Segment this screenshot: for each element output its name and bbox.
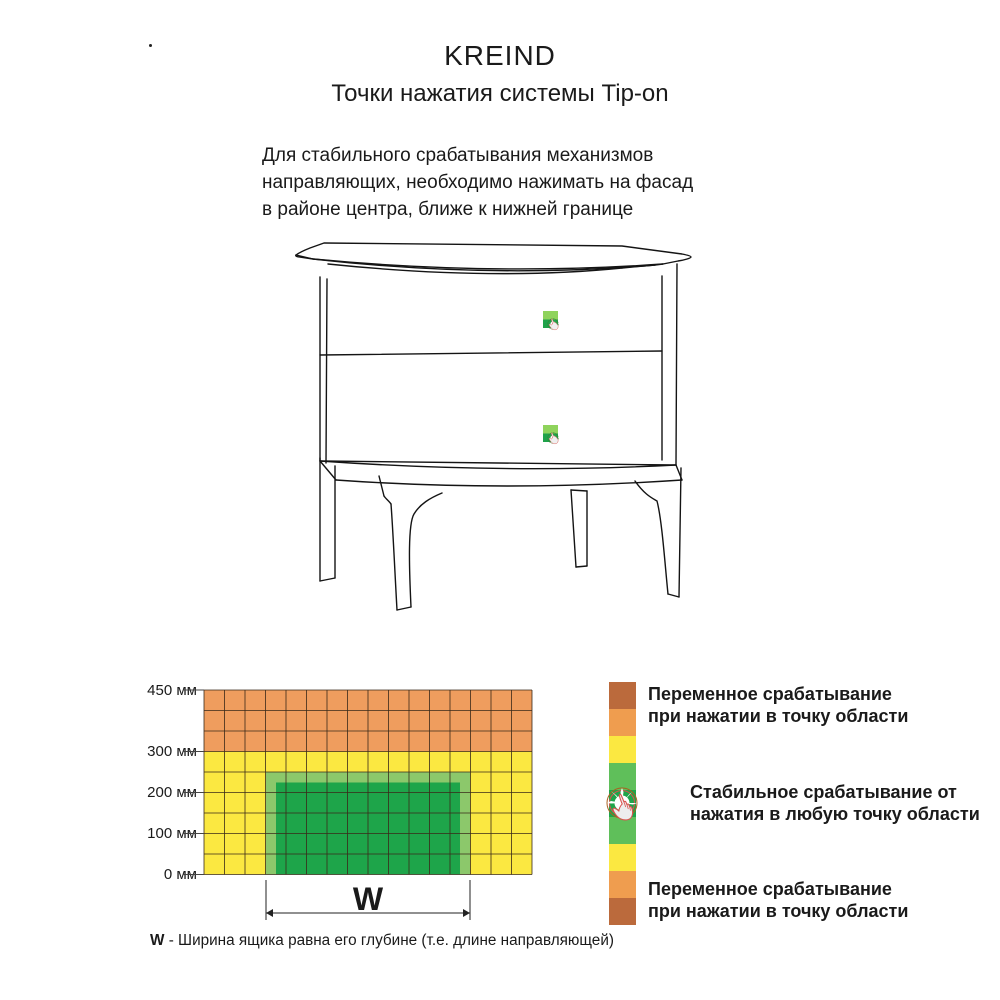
svg-text:при нажатии в точку области: при нажатии в точку области <box>648 706 908 726</box>
svg-text:W: W <box>353 881 384 917</box>
svg-text:Переменное срабатывание: Переменное срабатывание <box>648 684 892 704</box>
svg-text:Стабильное срабатывание от: Стабильное срабатывание от <box>690 782 957 802</box>
svg-text:W - Ширина ящика равна его глу: W - Ширина ящика равна его глубине (т.е.… <box>150 932 614 949</box>
svg-text:при нажатии в точку области: при нажатии в точку области <box>648 901 908 921</box>
svg-text:нажатия в любую точку области: нажатия в любую точку области <box>690 804 980 824</box>
svg-text:Переменное срабатывание: Переменное срабатывание <box>648 879 892 899</box>
